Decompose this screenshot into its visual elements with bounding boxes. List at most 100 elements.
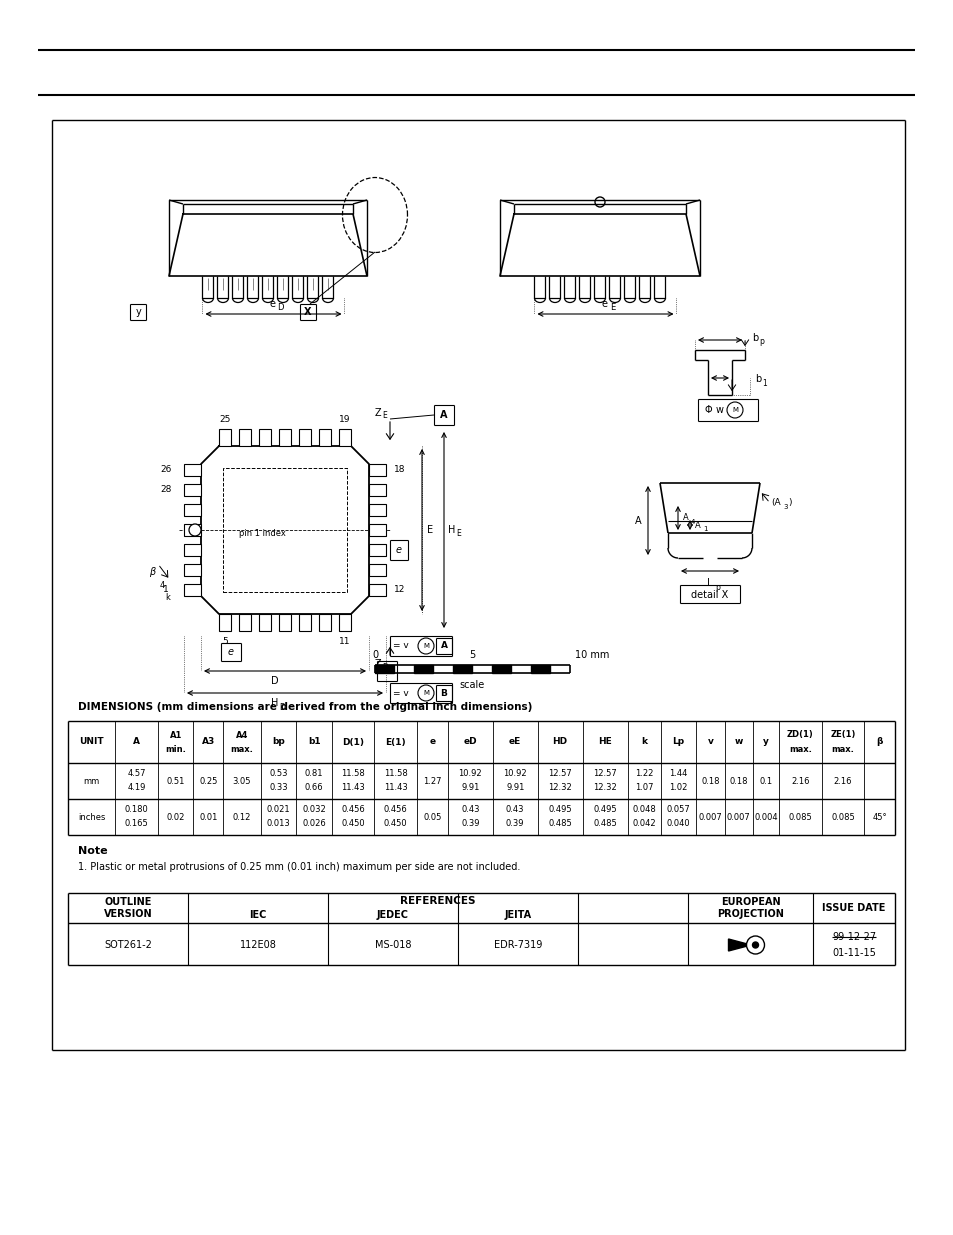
- Text: 0.456: 0.456: [383, 805, 407, 815]
- Text: 10.92: 10.92: [458, 769, 481, 778]
- Text: eE: eE: [509, 737, 520, 746]
- Text: E: E: [382, 411, 387, 420]
- Text: ): ): [787, 499, 791, 508]
- Text: L: L: [706, 578, 712, 588]
- Bar: [258, 614, 271, 631]
- Text: ISSUE DATE: ISSUE DATE: [821, 903, 884, 913]
- Text: 0: 0: [372, 650, 377, 659]
- Text: HE: HE: [598, 737, 612, 746]
- Bar: [184, 543, 201, 556]
- Text: 0.01: 0.01: [199, 813, 217, 821]
- Text: 0.53: 0.53: [269, 769, 288, 778]
- Text: 0.013: 0.013: [267, 820, 290, 829]
- Text: 11.58: 11.58: [341, 769, 365, 778]
- Text: A: A: [634, 516, 640, 526]
- Polygon shape: [728, 939, 744, 951]
- Text: M: M: [422, 643, 429, 650]
- Text: 1. Plastic or metal protrusions of 0.25 mm (0.01 inch) maximum per side are not : 1. Plastic or metal protrusions of 0.25 …: [78, 862, 519, 872]
- Text: 0.05: 0.05: [423, 813, 441, 821]
- Text: H: H: [448, 525, 456, 535]
- Text: scale: scale: [459, 680, 485, 690]
- Polygon shape: [492, 664, 511, 673]
- Text: D: D: [381, 662, 388, 672]
- Text: max.: max.: [831, 745, 854, 753]
- Bar: [184, 564, 201, 576]
- Text: 1: 1: [761, 378, 766, 388]
- Text: 0.43: 0.43: [460, 805, 479, 815]
- Text: A: A: [439, 410, 447, 420]
- Text: inches: inches: [78, 813, 105, 821]
- Text: E: E: [456, 530, 461, 538]
- Text: w: w: [716, 405, 723, 415]
- Text: p: p: [715, 583, 720, 592]
- Text: max.: max.: [788, 745, 811, 753]
- Text: (A: (A: [770, 499, 780, 508]
- Text: Z: Z: [375, 659, 381, 669]
- Bar: [184, 464, 201, 475]
- Bar: [369, 484, 386, 496]
- Text: detail X: detail X: [691, 590, 728, 600]
- Text: 4: 4: [690, 519, 695, 525]
- Bar: [338, 614, 351, 631]
- Text: 1: 1: [702, 526, 706, 532]
- Text: HD: HD: [552, 737, 567, 746]
- Bar: [318, 614, 331, 631]
- Text: DIMENSIONS (mm dimensions are derived from the original inch dimensions): DIMENSIONS (mm dimensions are derived fr…: [78, 701, 532, 713]
- Text: 0.66: 0.66: [304, 783, 323, 793]
- Bar: [184, 504, 201, 516]
- Text: 99-12-27: 99-12-27: [831, 932, 875, 942]
- Bar: [184, 484, 201, 496]
- Bar: [184, 584, 201, 597]
- Text: 12.32: 12.32: [593, 783, 617, 793]
- Bar: [298, 429, 311, 446]
- Text: Z: Z: [375, 408, 381, 417]
- Circle shape: [417, 638, 434, 655]
- Text: e: e: [395, 545, 401, 555]
- Text: 11: 11: [339, 636, 351, 646]
- Circle shape: [417, 685, 434, 701]
- Circle shape: [726, 403, 742, 417]
- Text: 0.048: 0.048: [632, 805, 656, 815]
- Text: IEC: IEC: [249, 910, 267, 920]
- Text: UNIT: UNIT: [79, 737, 104, 746]
- Text: 0.004: 0.004: [754, 813, 777, 821]
- Text: A: A: [133, 737, 140, 746]
- Text: 45°: 45°: [871, 813, 886, 821]
- Text: 5: 5: [222, 636, 228, 646]
- Text: bp: bp: [272, 737, 285, 746]
- Text: 28: 28: [160, 485, 172, 494]
- Text: 25: 25: [219, 415, 231, 424]
- Text: M: M: [731, 408, 738, 412]
- Text: 0.51: 0.51: [167, 777, 185, 785]
- Text: 9.91: 9.91: [505, 783, 524, 793]
- Text: 4.19: 4.19: [128, 783, 146, 793]
- Text: Lp: Lp: [672, 737, 684, 746]
- Text: 12.57: 12.57: [548, 769, 572, 778]
- Text: EDR-7319: EDR-7319: [494, 940, 541, 950]
- Text: k: k: [166, 594, 171, 603]
- Text: 2.16: 2.16: [833, 777, 851, 785]
- Text: A: A: [682, 514, 688, 522]
- Text: 112E08: 112E08: [239, 940, 276, 950]
- Text: e: e: [429, 737, 435, 746]
- Text: 0.495: 0.495: [593, 805, 617, 815]
- Text: 12: 12: [394, 585, 405, 594]
- Text: mm: mm: [84, 777, 100, 785]
- Bar: [278, 429, 291, 446]
- Text: Φ: Φ: [703, 405, 711, 415]
- Text: pin 1 index: pin 1 index: [239, 530, 286, 538]
- Text: 2.16: 2.16: [790, 777, 809, 785]
- Text: k: k: [640, 737, 646, 746]
- Text: A1: A1: [170, 730, 182, 740]
- Text: 0.057: 0.057: [666, 805, 690, 815]
- Circle shape: [189, 524, 201, 536]
- Text: 0.81: 0.81: [305, 769, 323, 778]
- Text: 0.085: 0.085: [787, 813, 811, 821]
- Text: 3.05: 3.05: [233, 777, 251, 785]
- Text: D: D: [271, 676, 278, 685]
- Text: A: A: [440, 641, 447, 651]
- Circle shape: [745, 936, 763, 953]
- Text: JEDEC: JEDEC: [376, 910, 409, 920]
- Text: 0.450: 0.450: [341, 820, 365, 829]
- Text: β: β: [149, 567, 155, 577]
